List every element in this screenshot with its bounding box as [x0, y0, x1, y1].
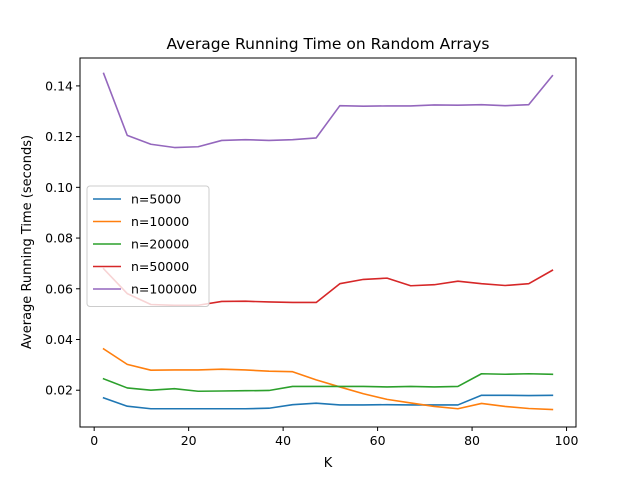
y-tick-label: 0.04	[45, 332, 73, 347]
x-tick-label: 20	[181, 433, 197, 448]
series-line-n-20000	[102, 372, 554, 393]
y-tick-label: 0.12	[45, 129, 73, 144]
x-tick-label: 40	[275, 433, 291, 448]
x-tick-label: 0	[90, 433, 98, 448]
y-tick-label: 0.08	[45, 231, 73, 246]
x-tick-label: 60	[370, 433, 386, 448]
x-tick-label: 80	[464, 433, 480, 448]
legend-entry-label: n=20000	[131, 237, 189, 252]
series-line-n-100000	[102, 72, 554, 149]
plot-frame	[79, 57, 577, 428]
legend-box	[86, 185, 210, 307]
y-tick-label: 0.02	[45, 383, 73, 398]
x-axis-label: K	[324, 456, 333, 471]
legend-entry-label: n=50000	[131, 259, 189, 274]
y-tick-label: 0.06	[45, 281, 73, 296]
legend: n=5000 n=10000 n=20000 n=50000 n=100000	[86, 185, 210, 307]
legend-entry-label: n=10000	[131, 214, 189, 229]
series-line-n-10000	[102, 347, 554, 411]
y-ticks: 0.02 0.04 0.06 0.08 0.10 0.12 0.14	[45, 78, 80, 398]
y-axis-label: Average Running Time (seconds)	[20, 135, 35, 349]
axes-layer	[79, 57, 577, 428]
x-tick-label: 100	[555, 433, 579, 448]
y-tick-label: 0.14	[45, 78, 73, 93]
x-ticks: 0 20 40 60 80 100	[90, 427, 579, 448]
series-line-n-5000	[102, 394, 554, 410]
chart-title: Average Running Time on Random Arrays	[166, 35, 489, 53]
legend-entry-label: n=5000	[131, 192, 181, 207]
legend-entry-label: n=100000	[131, 282, 197, 297]
y-tick-label: 0.10	[45, 180, 73, 195]
